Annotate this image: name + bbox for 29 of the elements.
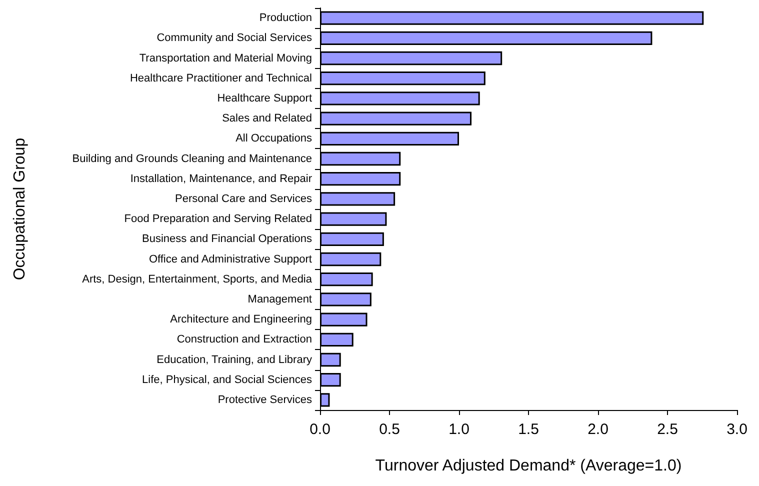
y-axis-title: Occupational Group [12,138,28,280]
y-tick-label: Building and Grounds Cleaning and Maintenance [72,152,312,165]
x-tick-label: 0.5 [379,421,400,438]
y-tick-label: Office and Administrative Support [148,253,312,266]
y-tick-label: Protective Services [218,394,312,406]
y-tick-label: Life, Physical, and Social Sciences [142,374,312,386]
y-tick-label: Architecture and Engineering [170,314,312,326]
y-tick-label: Installation, Maintenance, and Repair [130,172,312,185]
x-axis-title: Turnover Adjusted Demand* (Average=1.0) [375,458,682,474]
y-tick-label: Management [248,293,312,306]
y-tick-label: Food Preparation and Serving Related [124,213,312,226]
x-tick-label: 1.0 [448,421,470,438]
x-tick-label: 3.0 [726,421,748,438]
y-tick-label: Healthcare Support [217,92,312,104]
y-tick-label: Production [259,12,312,24]
y-tick-label: Healthcare Practitioner and Technical [130,72,312,84]
y-tick-label: Community and Social Services [156,32,312,44]
y-tick-label: Construction and Extraction [176,334,312,346]
x-tick-label: 2.5 [657,421,678,438]
x-tick-label: 0.0 [310,421,330,438]
x-tick-label: 2.0 [588,421,608,438]
y-tick-label: Business and Financial Operations [142,233,312,246]
y-tick-label: Personal Care and Services [175,192,312,205]
y-tick-label: Transportation and Material Moving [139,52,312,64]
y-tick-label: Sales and Related [222,112,312,125]
y-tick-label: Education, Training, and Library [156,354,312,366]
y-tick-label: Arts, Design, Entertainment, Sports, and Media [82,273,313,286]
y-tick-label: All Occupations [236,132,312,145]
x-tick-label: 1.5 [518,421,539,438]
